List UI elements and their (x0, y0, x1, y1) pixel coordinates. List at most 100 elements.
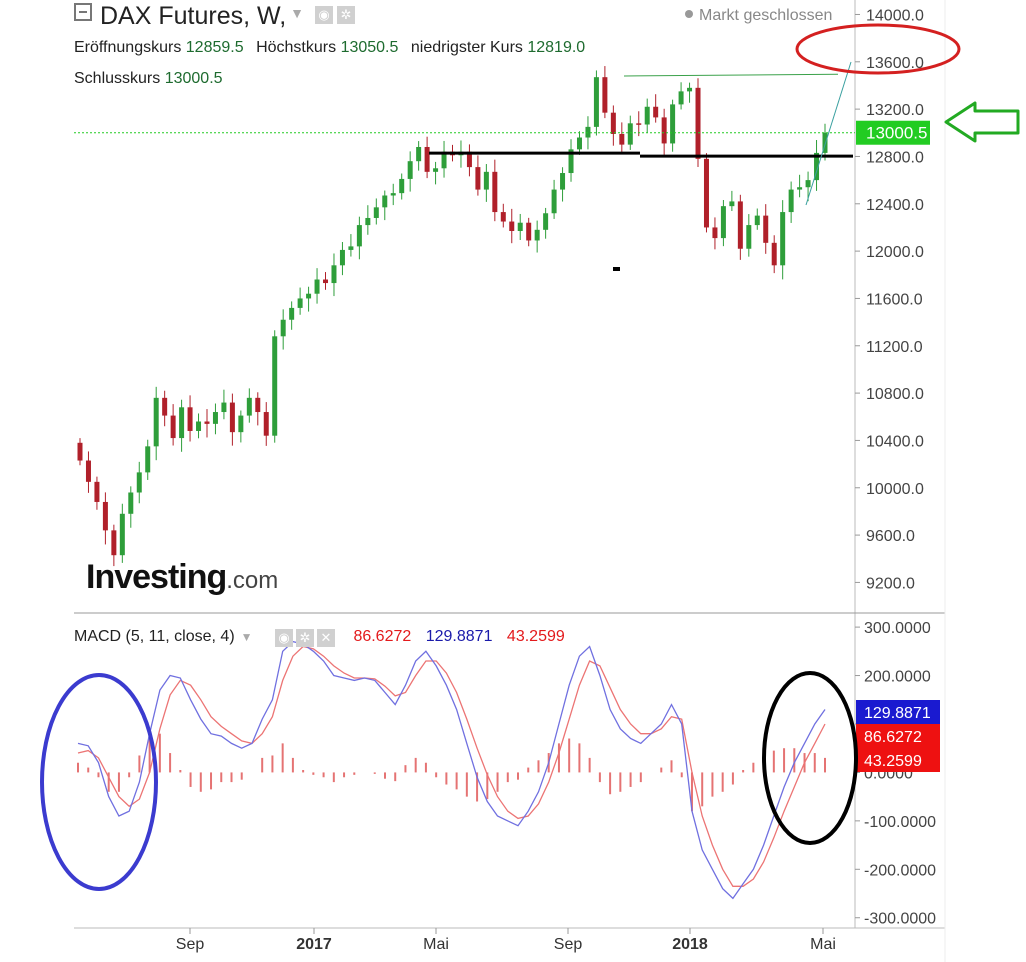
candle-body (85, 460, 91, 482)
upper-trend-line (623, 73, 839, 77)
gear-icon[interactable]: ✲ (295, 629, 314, 647)
candle-body (229, 402, 235, 433)
candle-body (492, 171, 498, 213)
status-dot-icon (685, 10, 693, 18)
candle-body (221, 402, 227, 413)
high-value: 13050.5 (340, 39, 399, 56)
macd-value-signal: 86.6272 (353, 628, 412, 645)
candle-body (593, 77, 599, 127)
candle-body (77, 442, 83, 461)
candle-body (441, 151, 447, 169)
candle-body (797, 187, 803, 190)
candle-body (712, 227, 718, 239)
price-tick-label: 10400.0 (866, 433, 924, 450)
gear-icon[interactable]: ✲ (336, 6, 355, 24)
time-tick-label: Mai (810, 936, 836, 953)
macd-tick-label: -100.0000 (864, 814, 936, 831)
eye-icon[interactable]: ◉ (274, 629, 293, 647)
candle-body (196, 421, 202, 431)
price-tick-label: 9600.0 (866, 528, 915, 545)
candle-body (170, 415, 176, 439)
price-tick-label: 13600.0 (866, 55, 924, 72)
candle-body (763, 215, 769, 243)
chevron-down-icon[interactable]: ▼ (290, 5, 305, 21)
candle-body (543, 213, 549, 230)
candle-body (289, 307, 295, 320)
candle-body (416, 146, 422, 162)
candle-body (162, 397, 168, 416)
rising-trend-line (805, 61, 852, 206)
price-tick-label: 13200.0 (866, 102, 924, 119)
macd-value-macd: 129.8871 (425, 628, 493, 645)
candle-body (179, 407, 185, 439)
candle-body (187, 407, 193, 431)
time-tick-label: Mai (423, 936, 449, 953)
candle-body (331, 265, 337, 284)
candle-body (373, 207, 379, 218)
market-status: Markt geschlossen (685, 7, 832, 25)
market-status-text: Markt geschlossen (699, 7, 833, 24)
macd-header: MACD (5, 11, close, 4) ▼ ◉ ✲ ✕ 86.6272 129.… (74, 628, 565, 647)
price-tick-label: 9200.0 (866, 575, 915, 592)
price-tick-label: 14000.0 (866, 7, 924, 24)
candle-body (356, 225, 362, 247)
candle-body (568, 149, 574, 174)
candle-body (314, 279, 320, 294)
candle-body (483, 171, 489, 190)
candle-body (780, 212, 786, 266)
macd-value-badge (856, 724, 940, 748)
macd-tick-label: 300.0000 (864, 620, 931, 637)
logo-brand: Investing (86, 558, 227, 596)
price-tick-label: 12800.0 (866, 149, 924, 166)
high-label: Höchstkurs (256, 39, 337, 56)
chart-title-row: DAX Futures, W, ▼ ◉ ✲ (74, 2, 355, 31)
minus-square-icon[interactable] (74, 3, 92, 21)
candle-body (119, 513, 125, 556)
candle-body (153, 397, 159, 447)
candle-body (390, 193, 396, 196)
open-label: Eröffnungskurs (74, 39, 182, 56)
candle-body (517, 222, 523, 231)
blue-highlight-ellipse (40, 673, 158, 891)
eye-icon[interactable]: ◉ (314, 6, 333, 24)
candle-body (703, 158, 709, 228)
candle-body (145, 446, 151, 473)
candle-body (263, 412, 269, 436)
candle-body (128, 492, 134, 514)
macd-value-badge-label: 86.6272 (864, 729, 922, 746)
low-label: niedrigster Kurs (410, 39, 523, 56)
time-tick-label: Sep (554, 936, 583, 953)
candle-body (255, 397, 261, 413)
macd-line (77, 640, 826, 900)
candle-body (644, 106, 650, 125)
candle-body (500, 212, 506, 222)
candle-body (822, 132, 828, 153)
price-tick-label: 11600.0 (866, 291, 923, 308)
candle-body (737, 201, 743, 249)
last-price-badge (856, 120, 930, 145)
price-tick-label: 12000.0 (866, 244, 924, 261)
close-value: 13000.5 (164, 70, 223, 87)
candle-body (272, 336, 278, 436)
close-icon[interactable]: ✕ (316, 629, 335, 647)
macd-value-badge-label: 43.2599 (864, 753, 922, 770)
red-highlight-ellipse (795, 23, 961, 75)
candle-body (475, 167, 481, 190)
investing-logo: Investing.com (86, 558, 278, 597)
chevron-down-icon[interactable]: ▼ (240, 630, 253, 644)
candle-body (687, 87, 693, 92)
arrow-left-icon (944, 101, 1020, 143)
time-tick-label: 2018 (672, 936, 708, 953)
price-tick-label: 12400.0 (866, 197, 924, 214)
candle-body (238, 415, 244, 433)
candle-body (746, 225, 752, 249)
macd-title: MACD (5, 11, close, 4) (74, 628, 235, 645)
last-price-label: 13000.5 (866, 124, 927, 143)
annotation-dash (613, 267, 620, 271)
macd-value-badge (856, 748, 940, 772)
candle-body (610, 112, 616, 134)
candle-body (204, 421, 210, 424)
candle-body (670, 104, 676, 144)
candle-body (653, 106, 659, 118)
